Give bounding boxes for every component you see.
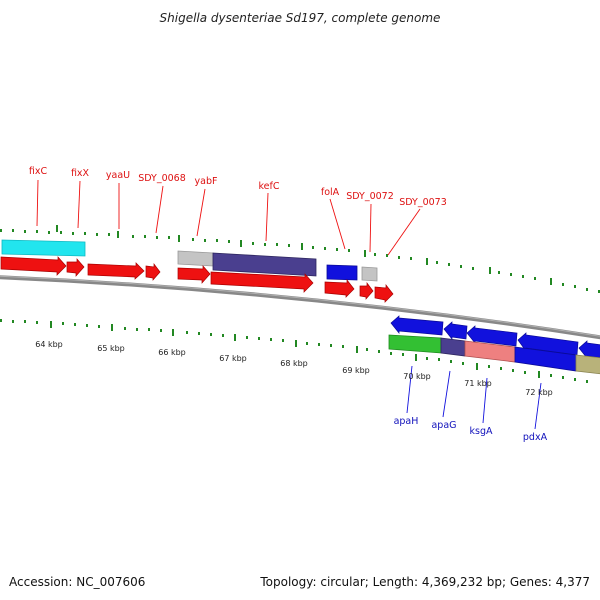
gene-label-fixX[interactable]: fixX <box>71 168 90 179</box>
scale-tick-labels: 64 kbp 65 kbp 66 kbp 67 kbp 68 kbp 69 kb… <box>35 340 553 397</box>
gene-arrow-sdy0072[interactable] <box>359 281 374 300</box>
gene-arrow-yabF[interactable] <box>177 265 211 284</box>
gene-arrow-fixC[interactable] <box>0 256 67 276</box>
reverse-gene-arrows <box>390 315 600 359</box>
forward-label-leaders <box>36 179 421 256</box>
gene-arrow-apaG[interactable] <box>443 321 468 340</box>
gene-label-sdy0072[interactable]: SDY_0072 <box>346 191 394 202</box>
genome-summary-text: Topology: circular; Length: 4,369,232 bp… <box>259 575 590 589</box>
gene-label-fixC[interactable]: fixC <box>29 166 48 177</box>
feature-olive[interactable] <box>575 354 600 375</box>
tick-label-68: 68 kbp <box>280 359 308 368</box>
chromosome-backbone-highlight <box>0 275 600 337</box>
map-title: Shigella dysenteriae Sd197, complete gen… <box>160 11 441 25</box>
reverse-label-leaders <box>406 365 542 430</box>
gene-label-pdxA[interactable]: pdxA <box>523 432 548 443</box>
feature-gray-yabF-region[interactable] <box>177 250 214 267</box>
chromosome-backbone <box>0 275 600 340</box>
gene-label-folA[interactable]: folA <box>321 187 340 198</box>
forward-feature-row-top <box>1 239 378 282</box>
gene-label-yaaU[interactable]: yaaU <box>106 170 130 181</box>
tick-label-65: 65 kbp <box>97 344 125 353</box>
reverse-feature-row-bottom <box>388 334 600 375</box>
gene-arrow-apaH[interactable] <box>390 315 444 336</box>
forward-gene-arrows <box>0 256 394 303</box>
gene-label-sdy0068[interactable]: SDY_0068 <box>138 173 186 184</box>
feature-gray-sdy0072[interactable] <box>361 266 378 282</box>
accession-text: Accession: NC_007606 <box>9 575 145 589</box>
reverse-gene-labels: apaH apaG ksgA pdxA <box>394 416 548 443</box>
forward-track-ruler <box>0 225 600 293</box>
feature-purple-kefC-region[interactable] <box>212 252 317 277</box>
gene-arrow-sdy0073[interactable] <box>374 283 394 303</box>
tick-label-66: 66 kbp <box>158 348 186 357</box>
gene-label-yabF[interactable]: yabF <box>195 176 218 187</box>
gene-arrow-sdy0068[interactable] <box>145 262 161 281</box>
gene-arrow-kefC[interactable] <box>210 271 314 293</box>
tick-label-67: 67 kbp <box>219 354 247 363</box>
tick-label-71: 71 kbp <box>464 379 492 388</box>
gene-label-apaG[interactable]: apaG <box>431 420 456 431</box>
gene-arrow-fixX[interactable] <box>66 258 85 277</box>
feature-green[interactable] <box>388 334 442 354</box>
gene-arrow-folA[interactable] <box>324 278 355 298</box>
gene-arrow-yaaU[interactable] <box>87 262 145 280</box>
tick-label-70: 70 kbp <box>403 372 431 381</box>
feature-cyan-upper[interactable] <box>1 239 86 257</box>
tick-label-64: 64 kbp <box>35 340 63 349</box>
gene-label-sdy0073[interactable]: SDY_0073 <box>399 197 447 208</box>
reverse-track-ruler <box>0 319 588 383</box>
feature-blue-folA[interactable] <box>326 264 358 281</box>
feature-purple-apaG[interactable] <box>440 337 466 357</box>
forward-gene-labels: fixC fixX yaaU SDY_0068 yabF kefC folA S… <box>29 166 447 208</box>
gene-label-ksgA[interactable]: ksgA <box>470 426 493 437</box>
gene-label-apaH[interactable]: apaH <box>394 416 419 427</box>
gene-label-kefC[interactable]: kefC <box>259 181 280 192</box>
tick-label-72: 72 kbp <box>525 388 553 397</box>
tick-label-69: 69 kbp <box>342 366 370 375</box>
